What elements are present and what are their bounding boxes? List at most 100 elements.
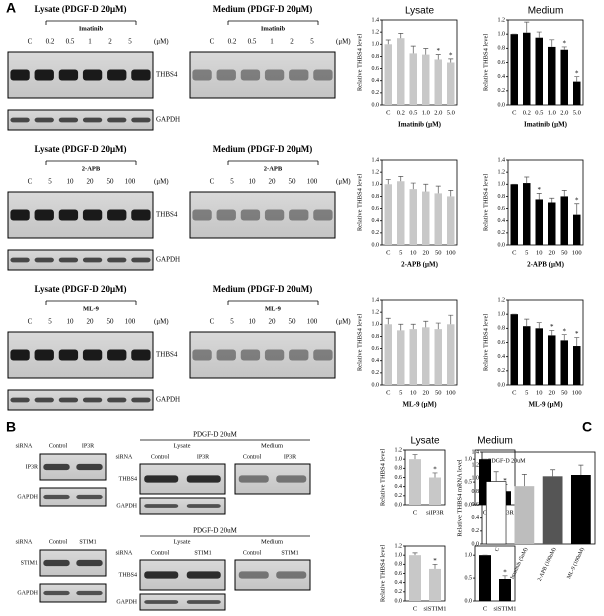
error-bar bbox=[561, 334, 567, 341]
y-axis-label: Relative THBS4 level bbox=[356, 314, 363, 371]
blot-band bbox=[43, 559, 70, 567]
lane-label: 0.2 bbox=[46, 38, 55, 46]
x-tick-label: C bbox=[512, 109, 516, 116]
y-tick-label: 1.2 bbox=[498, 170, 506, 176]
x-tick-label: 0.5 bbox=[409, 109, 417, 116]
y-tick-label: 0.6 bbox=[498, 206, 506, 212]
bar bbox=[409, 189, 417, 245]
error-bar bbox=[385, 179, 391, 185]
error-bar bbox=[561, 46, 567, 50]
error-bar bbox=[536, 193, 542, 200]
blot-band bbox=[107, 257, 127, 263]
y-tick-label: 0.8 bbox=[395, 466, 403, 472]
y-tick-label: 0.2 bbox=[498, 88, 506, 94]
x-tick-label: C bbox=[413, 605, 417, 612]
x-axis-label: ML-9 (μM) bbox=[402, 401, 437, 409]
y-tick-label: 1.0 bbox=[372, 42, 380, 48]
chart-title: Lysate bbox=[410, 436, 440, 447]
x-tick-label: 0.2 bbox=[523, 109, 531, 116]
error-bar bbox=[549, 39, 555, 47]
fraction-label: Medium bbox=[261, 442, 283, 449]
blot-image bbox=[7, 331, 154, 379]
band-label: GAPDH bbox=[156, 256, 180, 264]
bar bbox=[535, 199, 543, 245]
y-tick-label: 1.0 bbox=[395, 457, 403, 463]
blot-band bbox=[289, 209, 309, 221]
treatment-label: 2-APB bbox=[82, 165, 101, 172]
row-label: siRNA bbox=[116, 454, 133, 460]
lane-label: IP3R bbox=[284, 454, 296, 460]
error-bar bbox=[536, 31, 542, 38]
y-tick-label: 0.6 bbox=[498, 340, 506, 346]
y-tick-label: 0.2 bbox=[395, 493, 403, 499]
bar bbox=[429, 568, 441, 601]
bar bbox=[434, 59, 442, 105]
x-tick-label: 100 bbox=[572, 249, 582, 256]
y-tick-label: 0.6 bbox=[472, 502, 480, 508]
bar bbox=[560, 340, 568, 385]
blot-band bbox=[82, 69, 103, 81]
y-axis-label: Relative THBS4 level bbox=[356, 174, 363, 231]
y-tick-label: 0.6 bbox=[372, 206, 380, 212]
blot-band bbox=[34, 349, 54, 361]
blot-band bbox=[10, 257, 30, 263]
blot-image bbox=[189, 51, 336, 99]
y-tick-label: 1.0 bbox=[395, 553, 403, 559]
band-label: THBS4 bbox=[119, 572, 137, 578]
significance-star: * bbox=[449, 51, 453, 59]
plot-frame bbox=[507, 19, 584, 106]
significance-star: * bbox=[433, 557, 437, 565]
error-bar bbox=[549, 330, 555, 336]
blot-band bbox=[216, 209, 236, 221]
lane-label: 10 bbox=[67, 178, 75, 186]
lane-label: C bbox=[210, 178, 215, 186]
y-tick-label: 1.2 bbox=[372, 310, 380, 316]
lane-label: 10 bbox=[249, 178, 257, 186]
lane-label: 50 bbox=[107, 178, 115, 186]
bar bbox=[429, 477, 441, 505]
y-tick-label: 0.2 bbox=[395, 589, 403, 595]
lane-label: 100 bbox=[307, 318, 318, 326]
fraction-label: Medium bbox=[261, 538, 283, 545]
y-tick-label: 1.4 bbox=[372, 157, 380, 163]
y-tick-label: 1.0 bbox=[498, 312, 506, 318]
error-bar bbox=[385, 317, 391, 325]
y-tick-label: 1.0 bbox=[372, 322, 380, 328]
y-tick-label: 0.5 bbox=[465, 575, 473, 581]
lane-label: Control bbox=[151, 454, 170, 460]
blot-title: Medium (PDGF-D 20μM) bbox=[213, 144, 313, 154]
lane-label: Control bbox=[243, 454, 262, 460]
y-axis-label: Relative THBS4 level bbox=[482, 34, 489, 91]
bar bbox=[447, 196, 455, 245]
x-axis-label: 2-APB (μM) bbox=[527, 261, 564, 269]
error-bar bbox=[578, 464, 584, 475]
lane-label: C bbox=[28, 38, 33, 46]
significance-star: * bbox=[575, 69, 579, 77]
bar bbox=[560, 49, 568, 105]
bar bbox=[514, 486, 535, 544]
y-tick-label: 1.4 bbox=[498, 157, 506, 163]
blot-band bbox=[131, 349, 151, 361]
unit-label: (μM) bbox=[154, 318, 169, 326]
blot-band bbox=[76, 559, 103, 567]
y-tick-label: 0.2 bbox=[372, 230, 380, 236]
error-bar bbox=[561, 190, 567, 197]
blot-title: PDGF-D 20uM bbox=[193, 527, 238, 535]
lane-label: 5 bbox=[310, 38, 314, 46]
y-tick-label: 0.8 bbox=[498, 46, 506, 52]
x-tick-label: 10 bbox=[536, 389, 543, 396]
x-tick-label: 5.0 bbox=[573, 109, 581, 116]
error-bar bbox=[398, 33, 404, 39]
blot-image bbox=[7, 51, 154, 99]
x-tick-label: 50 bbox=[435, 389, 442, 396]
lane-label: STIM1 bbox=[281, 550, 298, 556]
bar bbox=[384, 44, 392, 105]
y-tick-label: 0.8 bbox=[395, 562, 403, 568]
blot-band bbox=[34, 397, 54, 403]
y-tick-label: 0.0 bbox=[395, 502, 403, 508]
significance-star: * bbox=[563, 40, 567, 48]
x-tick-label: 50 bbox=[561, 249, 568, 256]
lane-label: 2 bbox=[108, 38, 112, 46]
x-tick-label: C bbox=[386, 389, 390, 396]
